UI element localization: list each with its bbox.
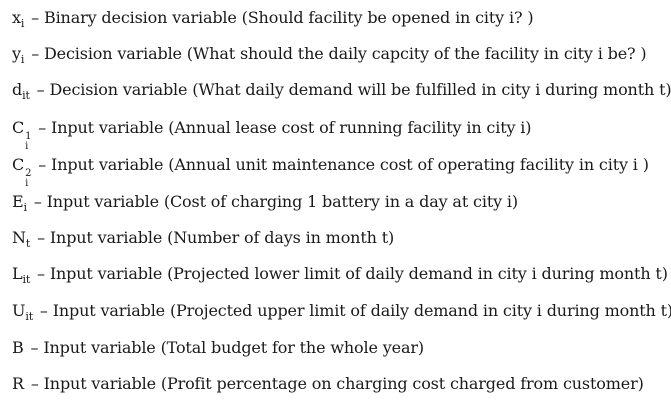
definition-text: – Input variable (Annual unit maintenanc…: [33, 155, 649, 174]
symbol: dit: [12, 80, 30, 102]
definition-text: – Input variable (Cost of charging 1 bat…: [28, 192, 518, 211]
symbol: xi: [12, 8, 25, 30]
subscript: i: [20, 53, 25, 66]
definition-line: xi – Binary decision variable (Should fa…: [12, 8, 534, 34]
symbol: yi: [12, 44, 25, 66]
definition-text: – Input variable (Projected lower limit …: [32, 264, 668, 283]
subscript: it: [22, 273, 31, 286]
definition-line: Uit – Input variable (Projected upper li…: [12, 301, 671, 327]
subscript: t: [25, 237, 31, 250]
definition-text: – Input variable (Number of days in mont…: [32, 228, 395, 247]
subscript: it: [25, 310, 33, 323]
symbol: Uit: [12, 301, 33, 323]
subscript: i: [25, 178, 29, 189]
definition-line: R – Input variable (Profit percentage on…: [12, 374, 644, 394]
symbol: R: [12, 374, 24, 393]
subscript: it: [22, 89, 30, 102]
definition-line: B – Input variable (Total budget for the…: [12, 338, 424, 358]
definition-text: – Input variable (Annual lease cost of r…: [33, 118, 532, 137]
symbol: Lit: [12, 264, 31, 286]
definition-text: – Input variable (Projected upper limit …: [34, 301, 671, 320]
definition-text: – Decision variable (What daily demand w…: [31, 80, 671, 99]
definition-line: yi – Decision variable (What should the …: [12, 44, 647, 70]
subscript: i: [23, 201, 28, 214]
superscript: 2: [25, 168, 32, 179]
symbol: Nt: [12, 228, 31, 250]
definition-text: – Decision variable (What should the dai…: [26, 44, 647, 63]
definition-line: Ei – Input variable (Cost of charging 1 …: [12, 192, 518, 218]
definition-text: – Input variable (Profit percentage on c…: [25, 374, 644, 393]
symbol: Ei: [12, 192, 28, 214]
symbol: B: [12, 338, 24, 357]
definition-line: dit – Decision variable (What daily dema…: [12, 80, 671, 106]
definition-line: Lit – Input variable (Projected lower li…: [12, 264, 668, 290]
subscript: i: [20, 17, 25, 30]
subscript: i: [25, 141, 29, 152]
definition-text: – Input variable (Total budget for the w…: [25, 338, 425, 357]
superscript: 1: [25, 131, 32, 142]
definition-text: – Binary decision variable (Should facil…: [26, 8, 534, 27]
definition-line: Nt – Input variable (Number of days in m…: [12, 228, 394, 254]
